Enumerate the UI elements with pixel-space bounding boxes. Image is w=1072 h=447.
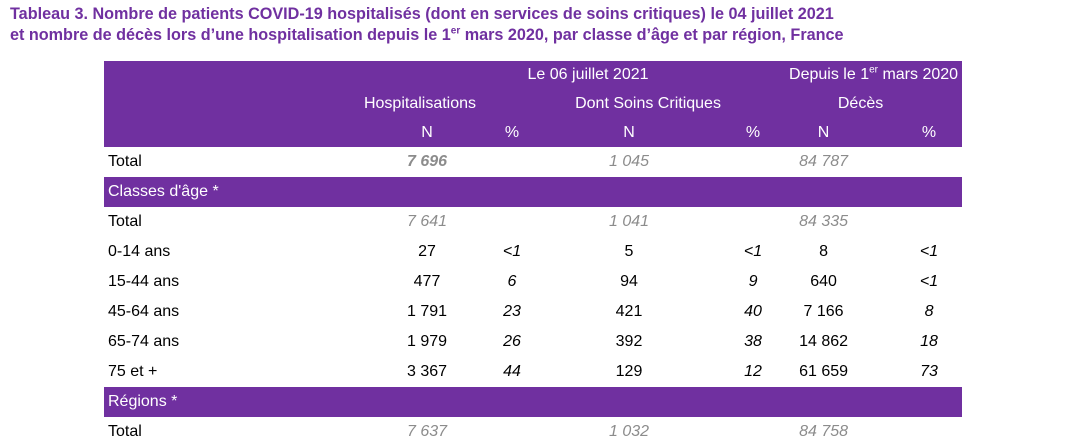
hosp-n: 7 637 bbox=[406, 423, 448, 440]
row-label: 15-44 ans bbox=[108, 273, 180, 290]
table-row-age-total: Total 7 641 1 041 84 335 bbox=[104, 207, 962, 237]
hosp-pct: 6 bbox=[507, 273, 517, 290]
crit-n: 1 045 bbox=[608, 153, 650, 170]
crit-pct: 40 bbox=[744, 303, 762, 320]
header-n: N bbox=[557, 118, 687, 147]
hosp-pct: 23 bbox=[503, 303, 521, 320]
hosp-n: 27 bbox=[418, 243, 436, 260]
header-row-groups: Hospitalisations Dont Soins Critiques Dé… bbox=[104, 89, 963, 118]
hosp-pct: <1 bbox=[502, 243, 522, 260]
header-since: Depuis le 1er mars 2020 bbox=[789, 61, 963, 89]
caption-line-1: Tableau 3. Nombre de patients COVID-19 h… bbox=[10, 5, 834, 23]
section-header-regions: Régions * bbox=[104, 387, 963, 417]
caption-superscript: er bbox=[450, 25, 461, 37]
crit-n: 421 bbox=[615, 303, 643, 320]
hosp-n: 7 696 bbox=[406, 153, 448, 170]
table-row: 75 et + 3 367 44 129 12 61 659 73 bbox=[104, 357, 962, 387]
deces-pct: <1 bbox=[919, 243, 939, 260]
hosp-pct: 26 bbox=[503, 333, 521, 350]
section-label-age: Classes d'âge * bbox=[104, 177, 963, 207]
header-date: Le 06 juillet 2021 bbox=[347, 61, 790, 89]
header-row-period: Le 06 juillet 2021 Depuis le 1er mars 20… bbox=[104, 61, 963, 89]
table-row: 0-14 ans 27 <1 5 <1 8 <1 bbox=[104, 237, 962, 267]
row-label: 75 et + bbox=[108, 363, 158, 380]
header-deces: Décès bbox=[789, 89, 963, 118]
header-since-sup: er bbox=[869, 64, 878, 76]
row-label: 0-14 ans bbox=[108, 243, 171, 260]
hosp-pct: 44 bbox=[503, 363, 521, 380]
deces-n: 84 758 bbox=[799, 423, 849, 440]
crit-n: 392 bbox=[615, 333, 643, 350]
header-pct: % bbox=[467, 118, 557, 147]
table-row: 15-44 ans 477 6 94 9 640 <1 bbox=[104, 267, 962, 297]
row-label: Total bbox=[108, 153, 142, 170]
header-since-text: Depuis le 1 bbox=[789, 66, 870, 83]
crit-pct: 12 bbox=[744, 363, 762, 380]
header-n: N bbox=[789, 118, 887, 147]
caption-line-2: et nombre de décès lors d’une hospitalis… bbox=[10, 25, 1068, 46]
hosp-n: 1 791 bbox=[406, 303, 448, 320]
row-label: Total bbox=[108, 423, 142, 440]
caption-line-2-end: mars 2020, par classe d’âge et par régio… bbox=[460, 26, 844, 44]
section-label-regions: Régions * bbox=[104, 387, 963, 417]
table-row-region-total: Total 7 637 1 032 84 758 bbox=[104, 417, 962, 447]
crit-n: 94 bbox=[620, 273, 638, 290]
header-hospitalisations: Hospitalisations bbox=[347, 89, 557, 118]
deces-n: 84 335 bbox=[799, 213, 849, 230]
crit-pct: <1 bbox=[743, 243, 763, 260]
deces-pct: 18 bbox=[920, 333, 938, 350]
crit-n: 1 032 bbox=[608, 423, 650, 440]
deces-n: 640 bbox=[810, 273, 837, 290]
header-pct: % bbox=[687, 118, 790, 147]
deces-n: 8 bbox=[819, 243, 828, 260]
deces-pct: <1 bbox=[919, 273, 939, 290]
section-header-age: Classes d'âge * bbox=[104, 177, 963, 207]
row-label: 65-74 ans bbox=[108, 333, 180, 350]
header-pct: % bbox=[886, 118, 963, 147]
table-row: 65-74 ans 1 979 26 392 38 14 862 18 bbox=[104, 327, 962, 357]
table-row-total: Total 7 696 1 045 84 787 bbox=[104, 147, 962, 177]
crit-n: 1 041 bbox=[608, 213, 650, 230]
crit-n: 5 bbox=[624, 243, 634, 260]
hosp-n: 477 bbox=[413, 273, 441, 290]
header-n: N bbox=[347, 118, 467, 147]
hosp-n: 1 979 bbox=[406, 333, 448, 350]
deces-n: 7 166 bbox=[803, 303, 844, 320]
crit-n: 129 bbox=[615, 363, 643, 380]
deces-pct: 8 bbox=[924, 303, 934, 320]
table-row: 45-64 ans 1 791 23 421 40 7 166 8 bbox=[104, 297, 962, 327]
hosp-n: 3 367 bbox=[406, 363, 448, 380]
crit-pct: 9 bbox=[748, 273, 758, 290]
deces-n: 84 787 bbox=[799, 153, 849, 170]
caption-line-2-text: et nombre de décès lors d’une hospitalis… bbox=[10, 26, 451, 44]
row-label: Total bbox=[108, 213, 142, 230]
deces-n: 14 862 bbox=[799, 333, 849, 350]
deces-pct: 73 bbox=[920, 363, 938, 380]
crit-pct: 38 bbox=[744, 333, 762, 350]
deces-n: 61 659 bbox=[799, 363, 849, 380]
table-caption: Tableau 3. Nombre de patients COVID-19 h… bbox=[10, 4, 1068, 46]
covid-hospital-table: Le 06 juillet 2021 Depuis le 1er mars 20… bbox=[104, 61, 963, 447]
header-soins-critiques: Dont Soins Critiques bbox=[557, 89, 790, 118]
header-row-units: N % N % N % bbox=[104, 118, 963, 147]
header-since-end: mars 2020 bbox=[878, 66, 959, 83]
hosp-n: 7 641 bbox=[406, 213, 448, 230]
row-label: 45-64 ans bbox=[108, 303, 180, 320]
